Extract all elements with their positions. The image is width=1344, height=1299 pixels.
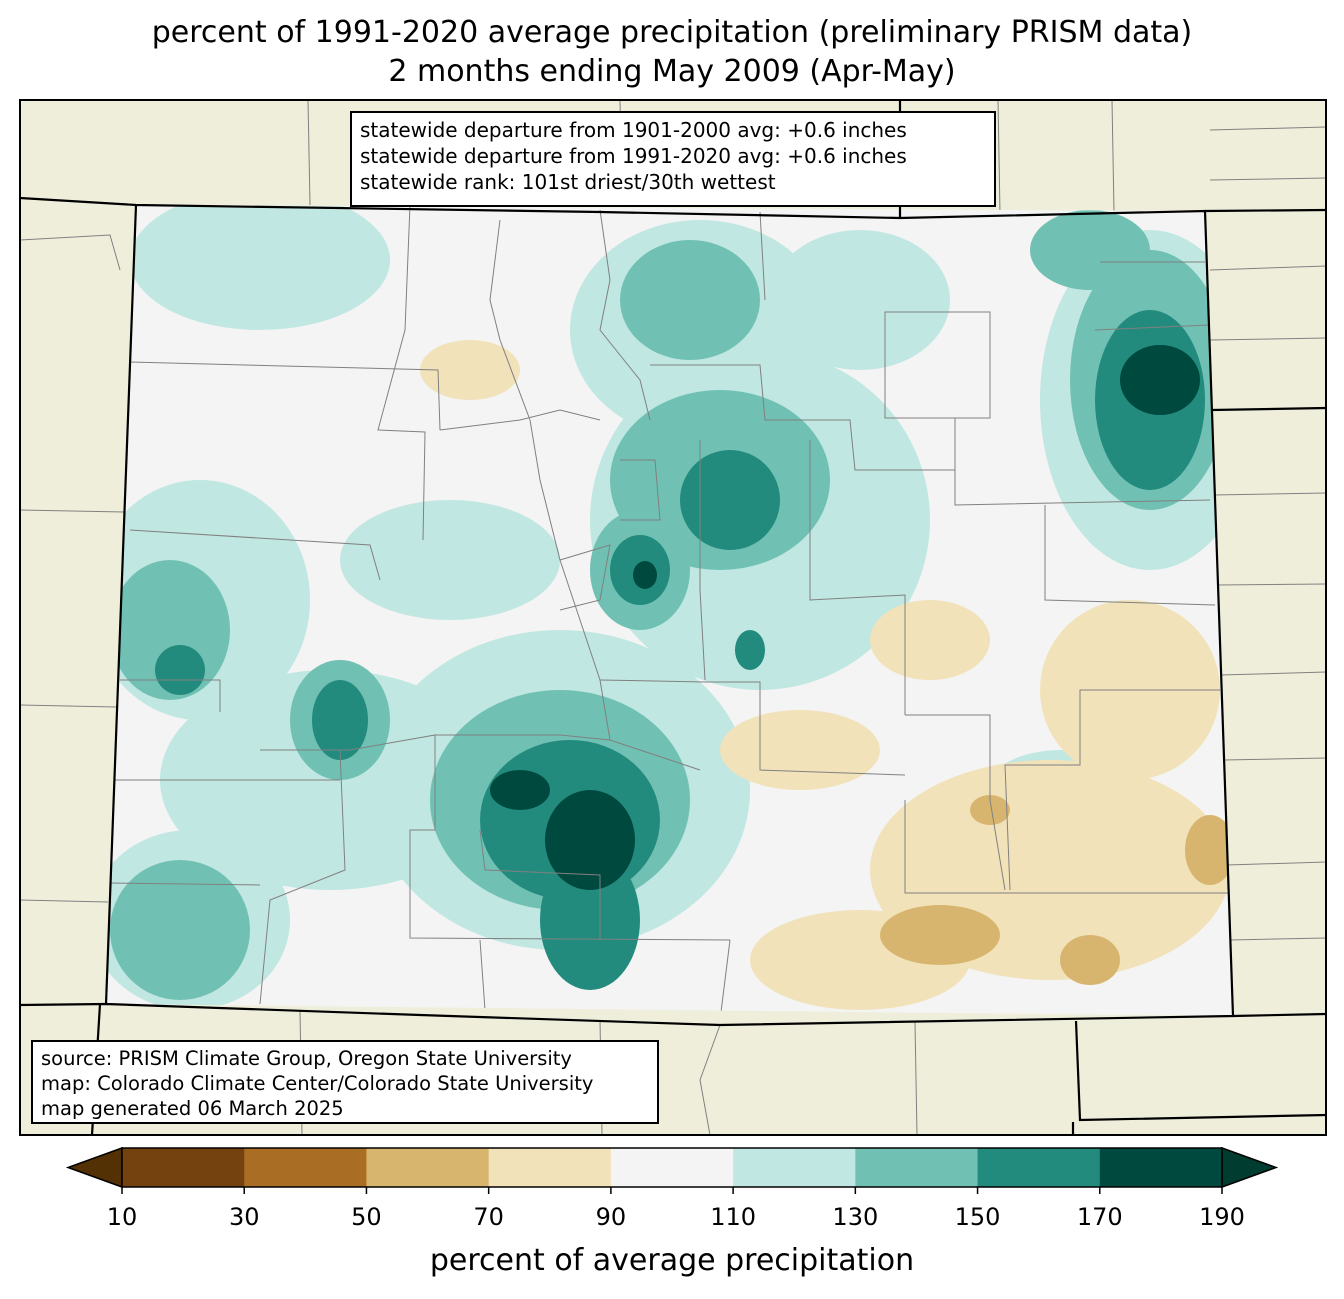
colorbar-segment: [610, 1148, 734, 1187]
colorbar-segment: [977, 1148, 1101, 1187]
precip-170-190: [490, 345, 1200, 890]
statewide-stats-box: statewide departure from 1901-2000 avg: …: [350, 111, 996, 207]
colorbar-border: [121, 1147, 1223, 1188]
colorado-county-lines: [107, 205, 1230, 1016]
stats-departure-1991: statewide departure from 1991-2020 avg: …: [360, 144, 907, 168]
colorbar-tick-label: 30: [228, 1203, 260, 1231]
colorbar-segment: [488, 1148, 612, 1187]
colorbar-tick-label: 110: [710, 1203, 757, 1231]
colorbar-segment: [366, 1148, 490, 1187]
colorbar-segment: [733, 1148, 856, 1187]
source-box: source: PRISM Climate Group, Oregon Stat…: [31, 1040, 659, 1124]
colorbar-segment: [122, 1148, 245, 1187]
colorbar-tick-label: 90: [595, 1203, 627, 1231]
stats-departure-1901: statewide departure from 1901-2000 avg: …: [360, 118, 907, 142]
colorbar-over-arrow: [1221, 1146, 1279, 1189]
colorbar-tick-label: 130: [832, 1203, 879, 1231]
source-prism: source: PRISM Climate Group, Oregon Stat…: [41, 1047, 572, 1070]
colorbar-tick-label: 50: [351, 1203, 382, 1231]
map-title: percent of 1991-2020 average precipitati…: [151, 15, 1193, 50]
colorbar-under-arrow: [65, 1146, 123, 1189]
source-date: map generated 06 March 2025: [41, 1097, 344, 1120]
colorbar-segment: [1099, 1148, 1223, 1187]
stats-rank: statewide rank: 101st driest/30th wettes…: [360, 170, 776, 194]
colorbar-label: percent of average precipitation: [429, 1243, 915, 1278]
colorbar-tick-label: 190: [1199, 1203, 1245, 1231]
colorbar-tick-label: 10: [106, 1203, 138, 1231]
colorbar-tick-label: 70: [473, 1203, 504, 1231]
colorbar-segment: [855, 1148, 979, 1187]
source-map: map: Colorado Climate Center/Colorado St…: [41, 1072, 594, 1095]
colorbar-tick-label: 170: [1076, 1203, 1123, 1231]
colorbar: [65, 1146, 1279, 1194]
map-subtitle: 2 months ending May 2009 (Apr-May): [388, 54, 956, 89]
precip-50-70: [880, 795, 1233, 985]
colorbar-segment: [244, 1148, 367, 1187]
map-frame: [19, 99, 1327, 1136]
colorbar-tick-label: 150: [954, 1203, 1001, 1231]
